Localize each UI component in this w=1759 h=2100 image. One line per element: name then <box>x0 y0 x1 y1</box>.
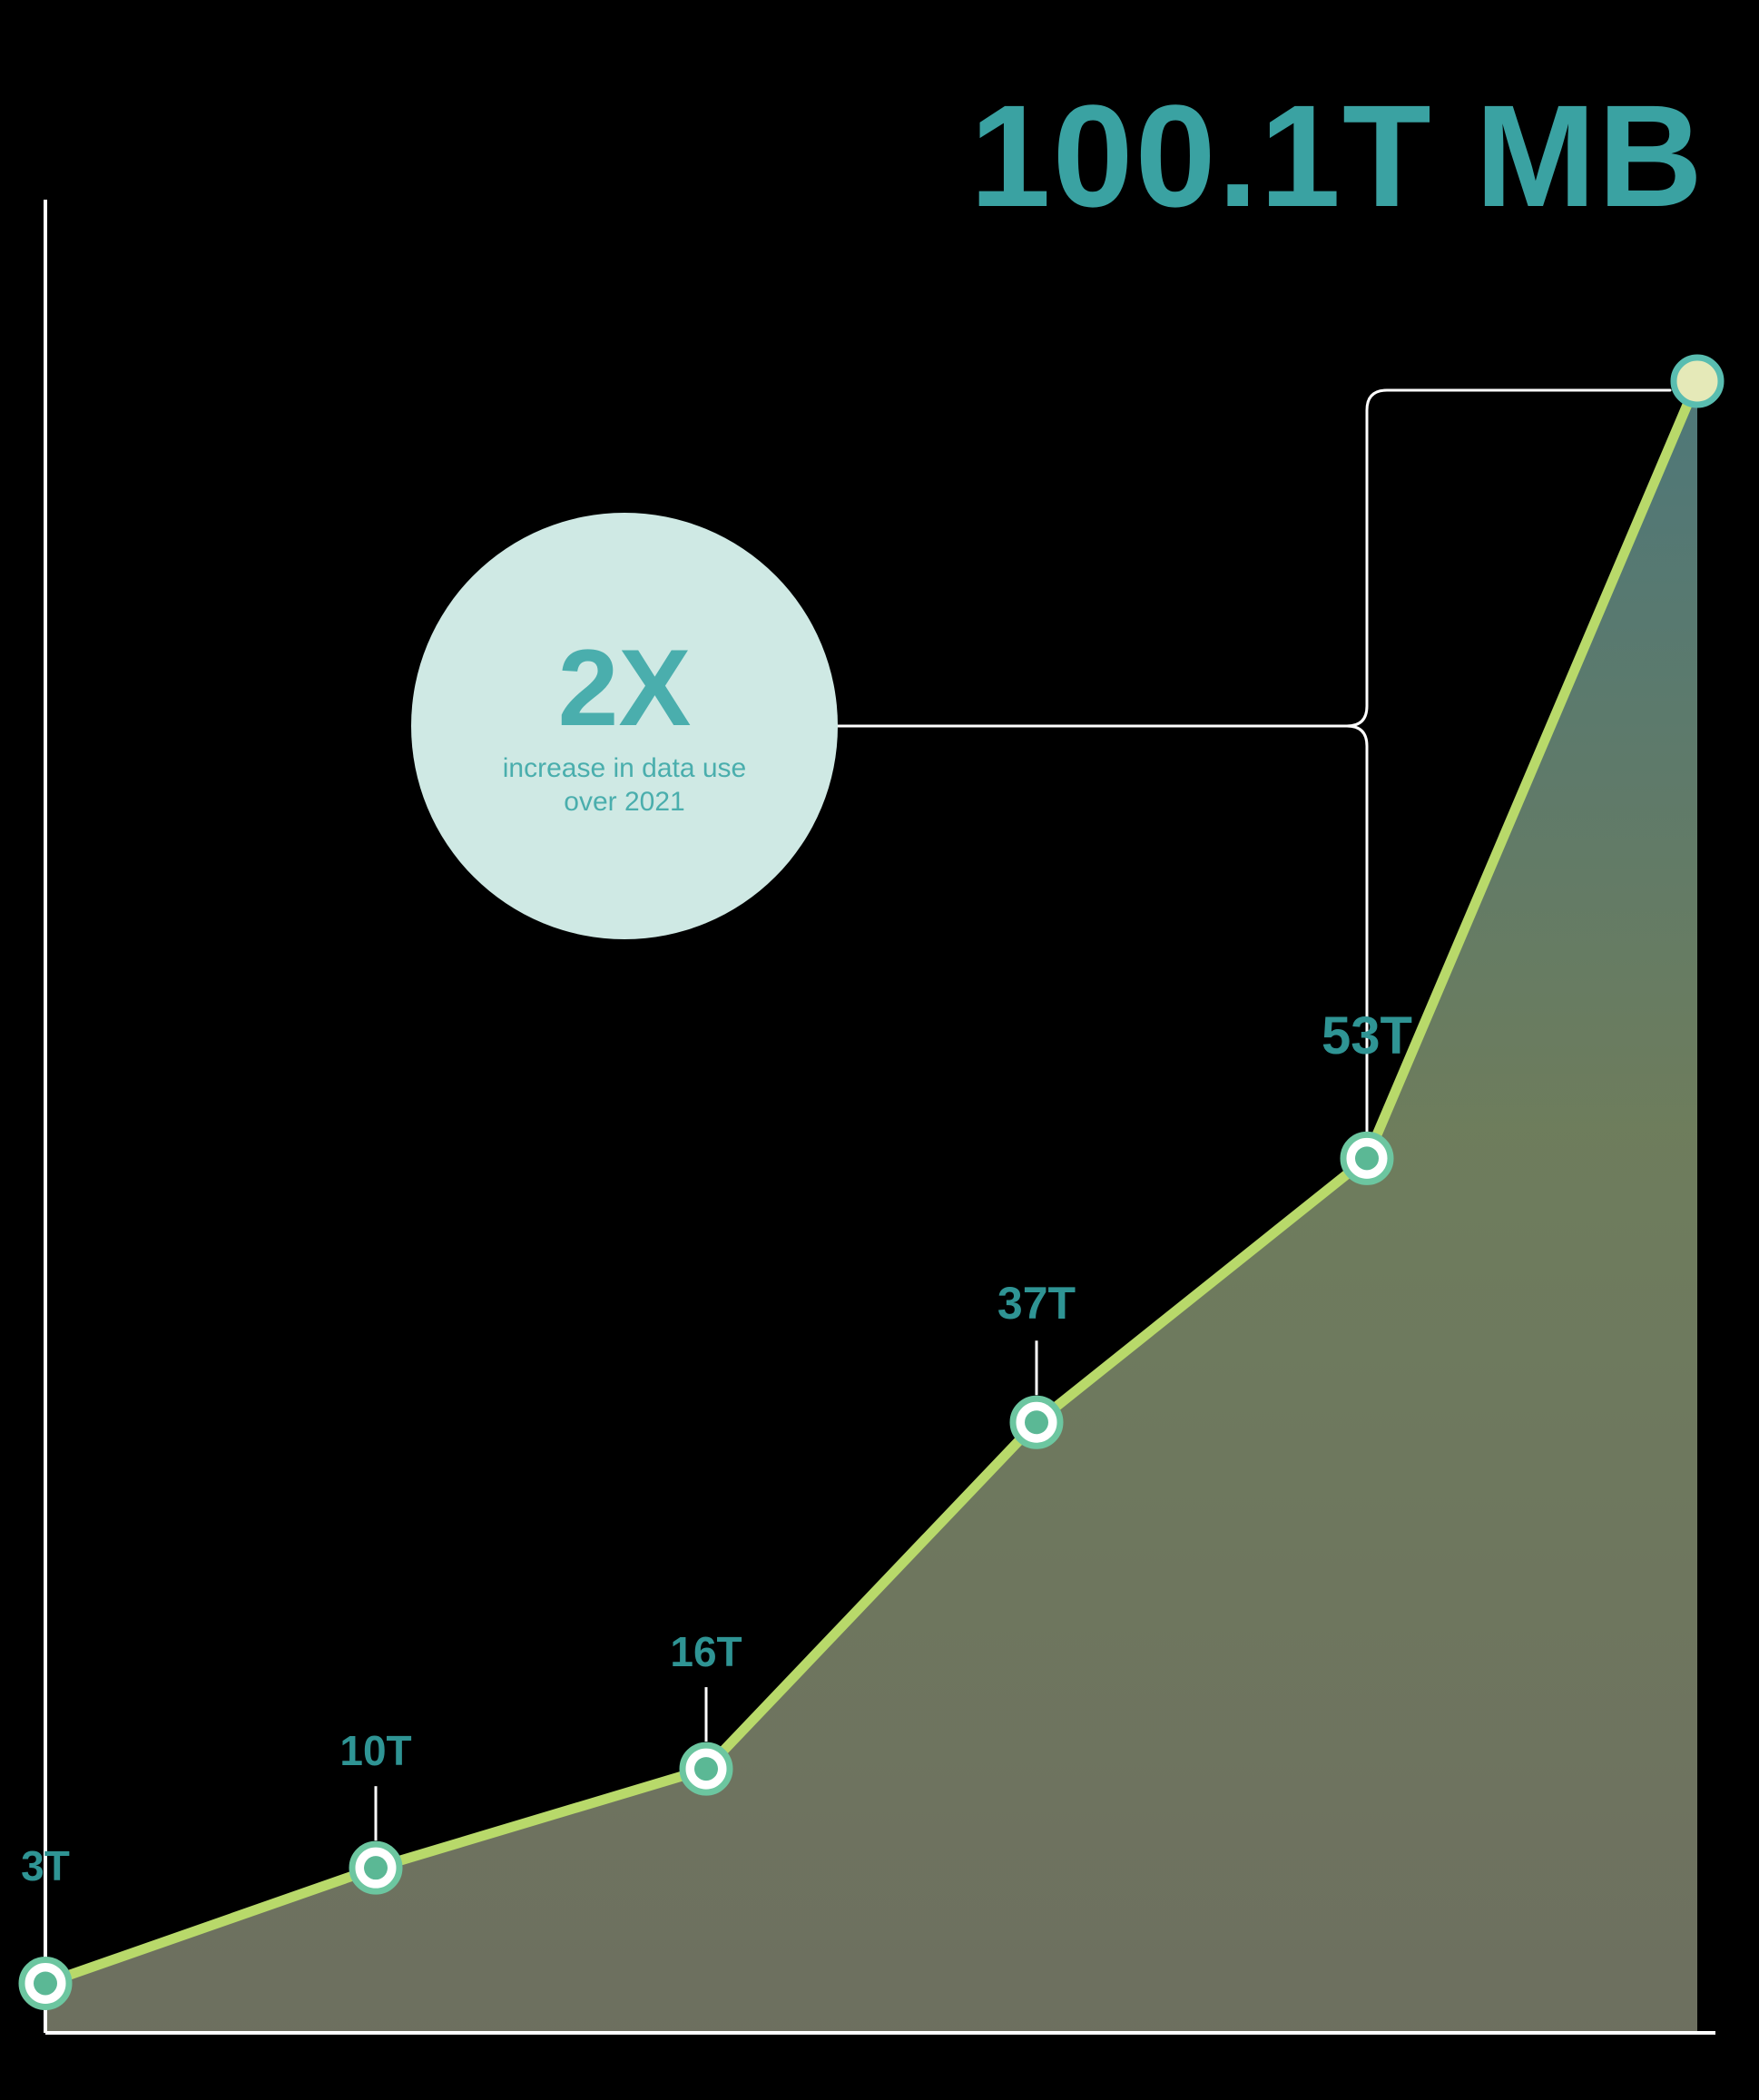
data-point-marker <box>1013 1398 1060 1446</box>
callout-circle: 2X increase in data use over 2021 <box>411 513 838 939</box>
chart-svg <box>0 0 1759 2100</box>
data-point-marker <box>1674 358 1721 405</box>
point-label: 37T <box>946 1277 1127 1330</box>
data-point-marker <box>683 1745 730 1792</box>
point-label: 10T <box>285 1726 467 1775</box>
data-point-marker <box>352 1844 399 1891</box>
callout-big-text: 2X <box>558 633 692 742</box>
point-label: 3T <box>0 1841 136 1890</box>
area-fill <box>45 381 1697 2033</box>
headline-value: 100.1T MB <box>970 73 1705 240</box>
chart-stage: 100.1T MB 2X increase in data use over 2… <box>0 0 1759 2100</box>
data-point-marker <box>22 1959 69 2007</box>
callout-sub-line1: increase in data use <box>503 753 747 783</box>
point-label: 53T <box>1276 1006 1458 1066</box>
callout-sub-text: increase in data use over 2021 <box>503 751 747 819</box>
data-point-marker <box>1343 1134 1390 1182</box>
point-label: 16T <box>615 1627 797 1676</box>
callout-sub-line2: over 2021 <box>564 787 684 817</box>
